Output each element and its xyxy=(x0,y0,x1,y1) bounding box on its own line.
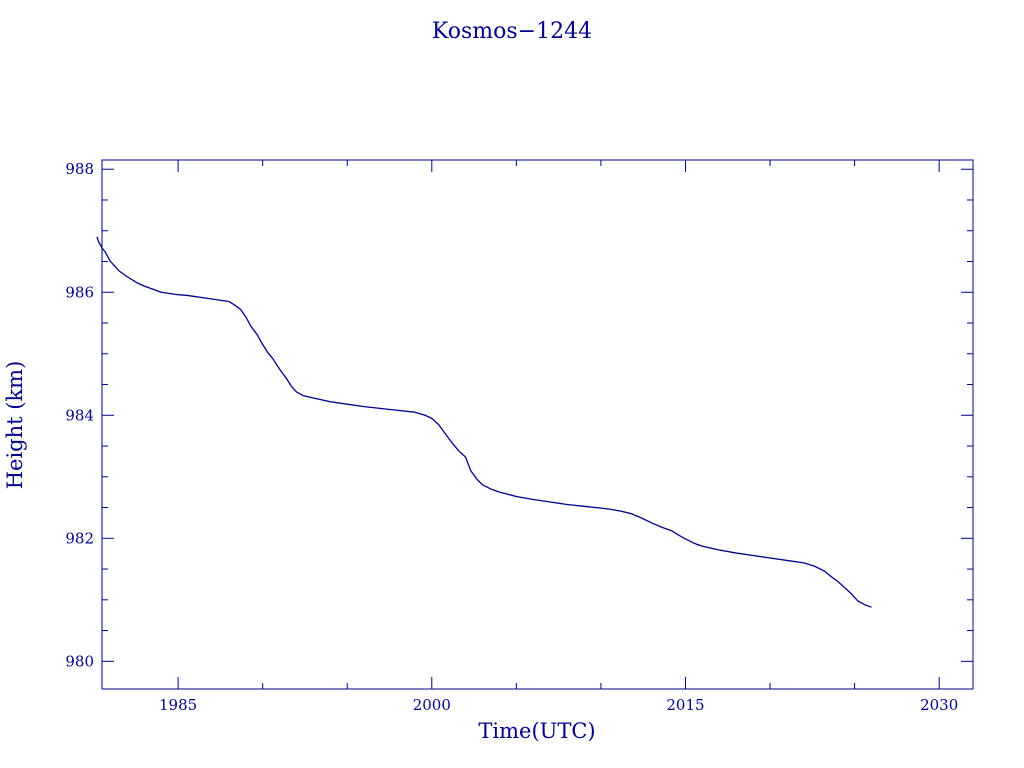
y-tick-label: 986 xyxy=(65,283,94,301)
y-tick-label: 988 xyxy=(65,160,94,178)
x-tick-label: 1985 xyxy=(159,696,197,714)
x-axis-ticks xyxy=(177,160,940,689)
plot-frame xyxy=(101,159,974,690)
x-tick-label: 2030 xyxy=(920,696,958,714)
y-axis-ticks xyxy=(102,168,973,662)
y-tick-label: 980 xyxy=(65,652,94,670)
y-axis-label: Height (km) xyxy=(3,361,27,490)
x-tick-label: 2000 xyxy=(413,696,451,714)
chart-title: Kosmos−1244 xyxy=(432,19,592,44)
y-tick-label: 984 xyxy=(65,406,94,424)
x-axis-label: Time(UTC) xyxy=(478,719,595,743)
series-line xyxy=(96,236,872,608)
x-tick-label: 2015 xyxy=(666,696,704,714)
y-axis-tick-labels: 980 982 984 986 988 xyxy=(65,160,94,670)
x-axis-tick-labels: 1985 2000 2015 2030 xyxy=(159,696,958,714)
y-tick-label: 982 xyxy=(65,529,94,547)
